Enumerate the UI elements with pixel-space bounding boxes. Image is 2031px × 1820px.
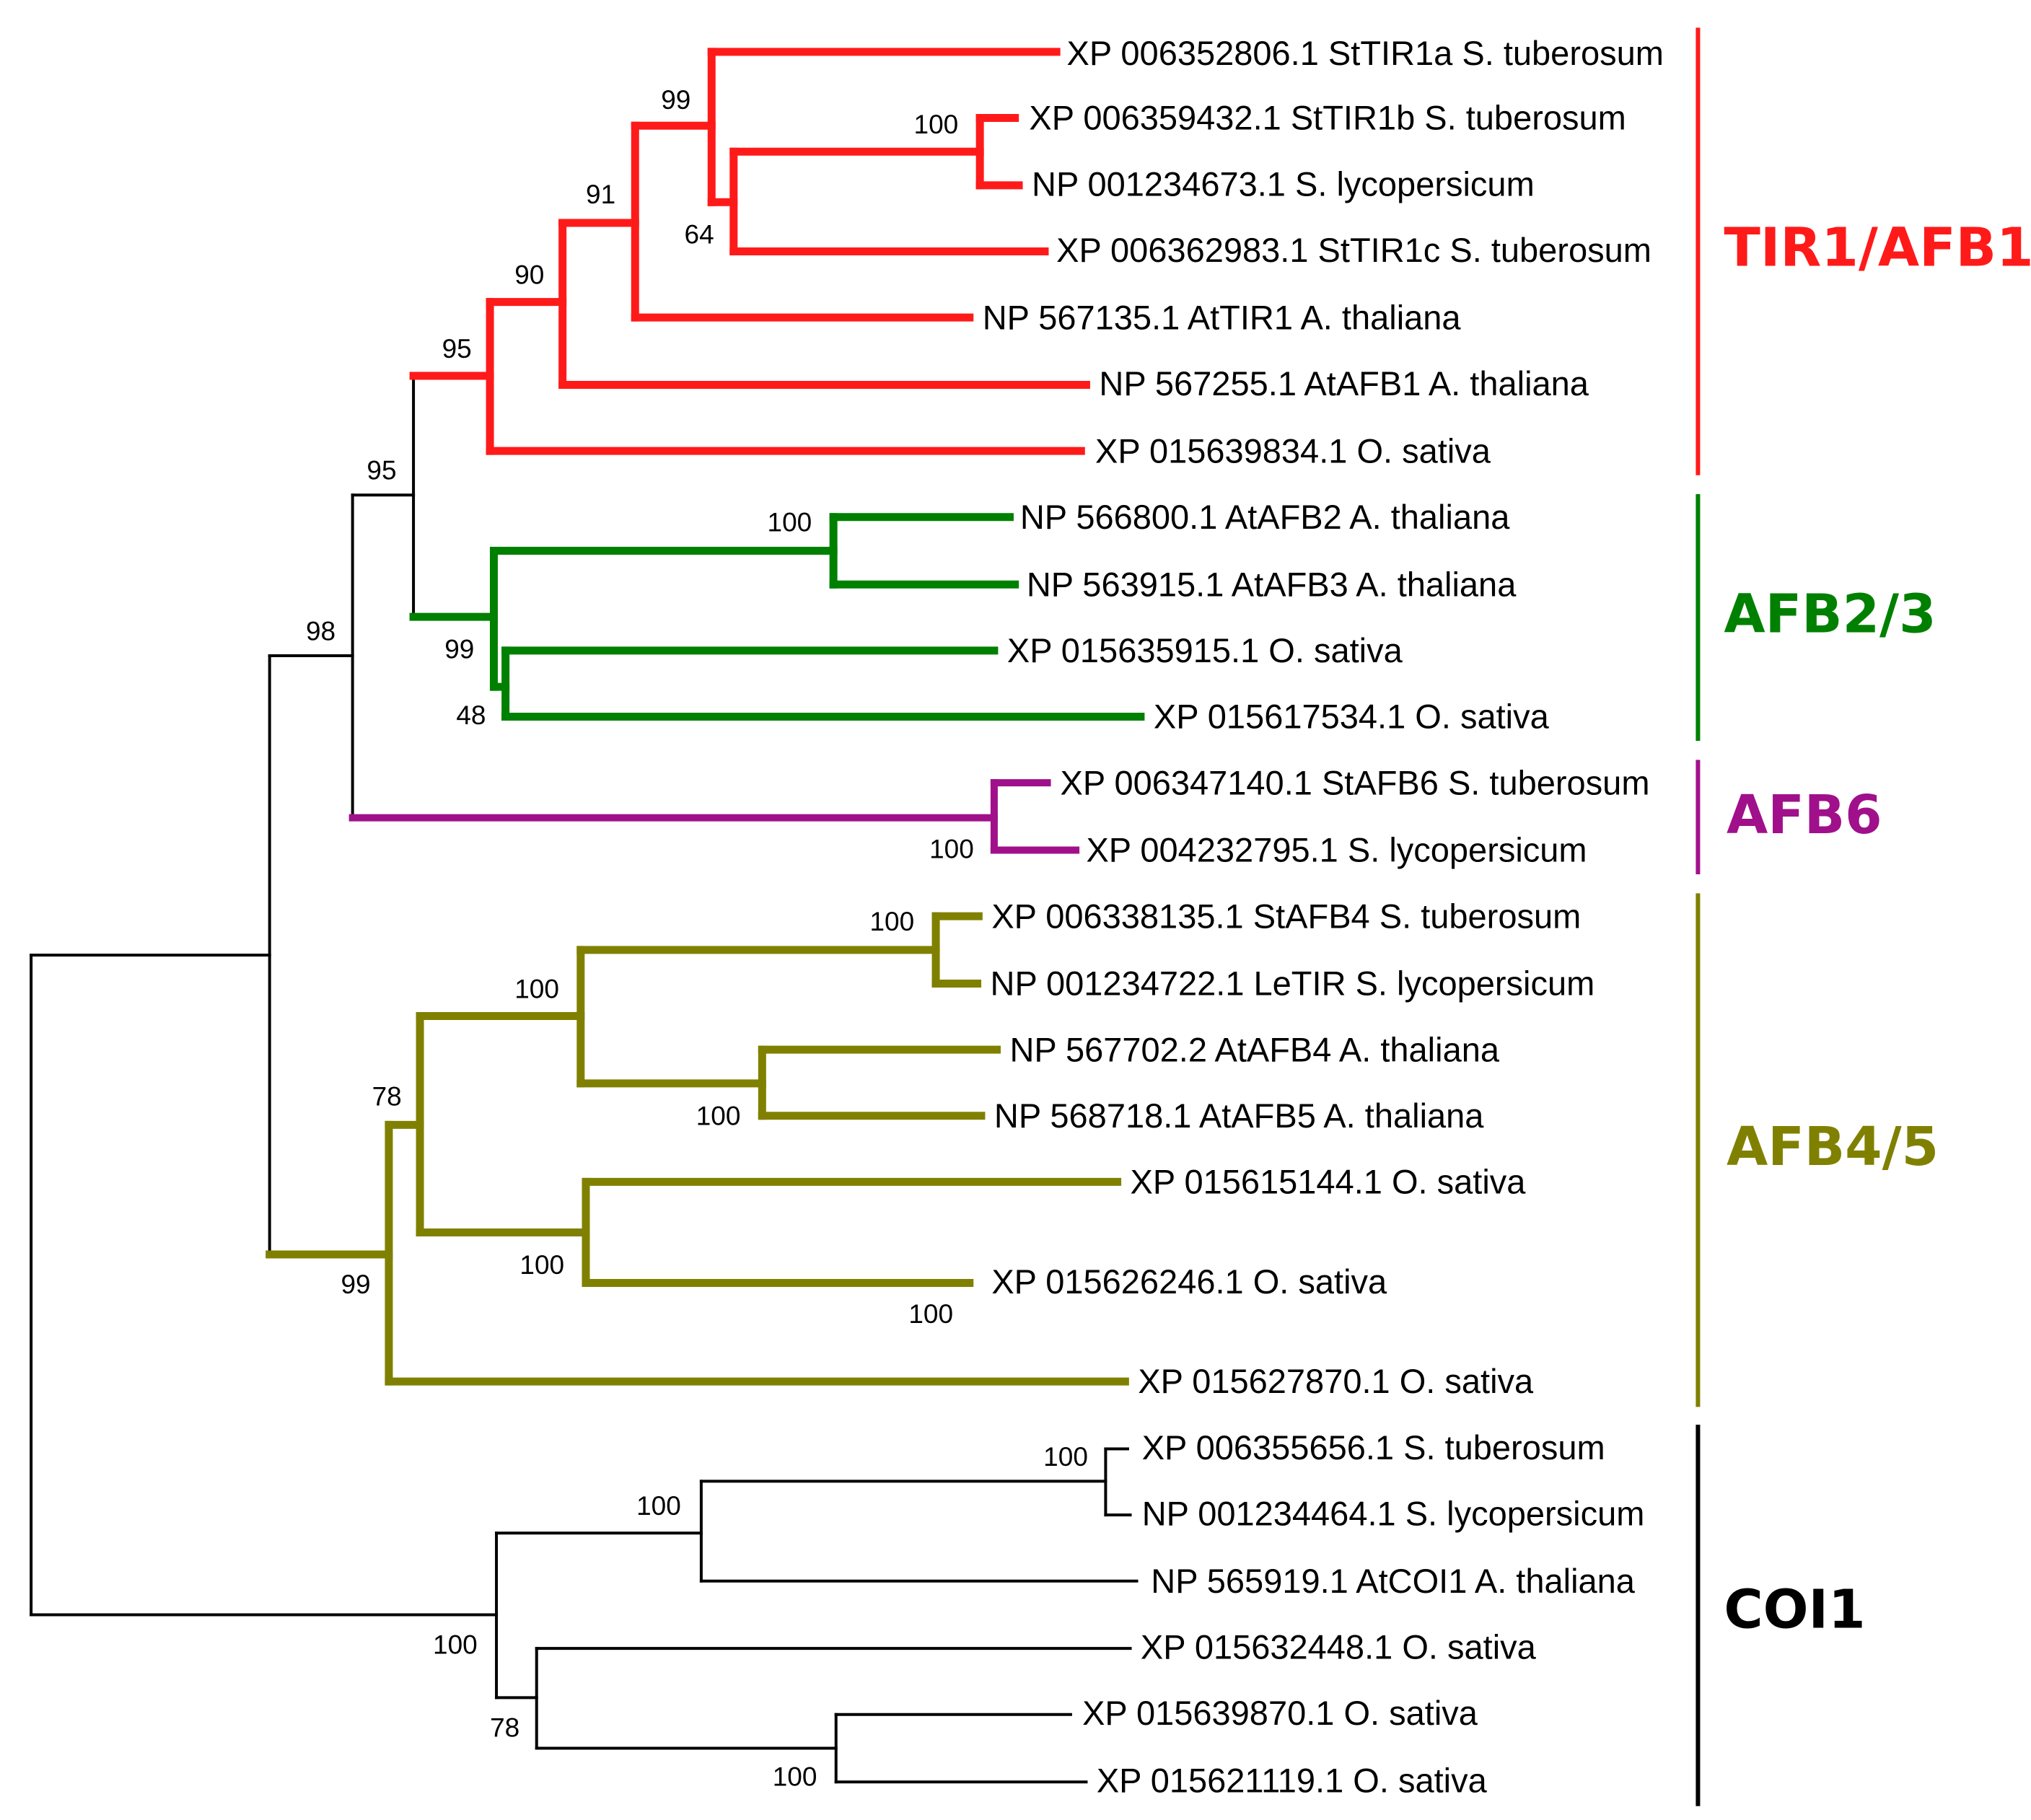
clade-label-afb2_3: AFB2/3	[1724, 584, 1936, 646]
leaf-label: XP 015635915.1 O. sativa	[1007, 631, 1403, 669]
bootstrap-value: 100	[908, 1299, 953, 1329]
leaf-label: XP 015632448.1 O. sativa	[1141, 1628, 1537, 1666]
bootstrap-value: 48	[456, 700, 486, 730]
bootstrap-value: 100	[929, 834, 974, 863]
leaf-label: NP 568718.1 AtAFB5 A. thaliana	[994, 1096, 1484, 1135]
bootstrap-value: 64	[685, 220, 714, 250]
leaf-label: NP 566800.1 AtAFB2 A. thaliana	[1020, 498, 1510, 536]
bootstrap-value: 78	[490, 1713, 519, 1742]
leaf-label: XP 006355656.1 S. tuberosum	[1142, 1428, 1605, 1467]
leaf-label: NP 567702.2 AtAFB4 A. thaliana	[1009, 1030, 1499, 1068]
leaf-label: XP 006359432.1 StTIR1b S. tuberosum	[1029, 99, 1626, 137]
leaf-label: XP 015617534.1 O. sativa	[1154, 698, 1550, 736]
bootstrap-value: 100	[869, 907, 914, 936]
leaf-label: XP 006347140.1 StAFB6 S. tuberosum	[1061, 763, 1650, 801]
tree-branches	[30, 48, 1145, 1784]
leaf-label: NP 563915.1 AtAFB3 A. thaliana	[1027, 565, 1517, 603]
bootstrap-value: 100	[519, 1250, 564, 1280]
bootstrap-value: 100	[696, 1101, 741, 1130]
leaf-label: NP 567255.1 AtAFB1 A. thaliana	[1099, 364, 1589, 403]
bootstrap-value: 95	[367, 456, 396, 485]
leaf-label: NP 001234673.1 S. lycopersicum	[1032, 164, 1535, 203]
leaf-label: XP 006338135.1 StAFB4 S. tuberosum	[991, 897, 1581, 935]
leaf-label: XP 006352806.1 StTIR1a S. tuberosum	[1067, 34, 1664, 72]
bootstrap-value: 99	[444, 635, 474, 664]
leaf-label: XP 004232795.1 S. lycopersicum	[1086, 831, 1587, 869]
bootstrap-value: 100	[433, 1630, 478, 1659]
leaf-label: NP 567135.1 AtTIR1 A. thaliana	[983, 298, 1462, 336]
leaf-label: XP 015615144.1 O. sativa	[1131, 1163, 1527, 1201]
bootstrap-value: 100	[636, 1491, 681, 1521]
leaf-labels: XP 006352806.1 StTIR1a S. tuberosum XP 00…	[983, 34, 1664, 1800]
leaf-label: XP 015621119.1 O. sativa	[1097, 1762, 1488, 1800]
bootstrap-value: 100	[514, 974, 559, 1003]
bootstrap-labels: 99 100 64 91 90 95 95 100 99 48 98 100 100 100 100 78 10…	[306, 85, 1088, 1792]
leaf-label: XP 015627870.1 O. sativa	[1138, 1362, 1534, 1400]
bootstrap-value: 100	[1043, 1442, 1088, 1472]
bootstrap-value: 98	[306, 616, 335, 646]
leaf-label: XP 006362983.1 StTIR1c S. tuberosum	[1056, 231, 1651, 269]
clade-label-tir1_afb1: TIR1/AFB1	[1724, 216, 2031, 278]
bootstrap-value: 78	[372, 1081, 402, 1111]
bootstrap-value: 100	[768, 508, 812, 537]
clade-label-coi1: COI1	[1724, 1578, 1865, 1640]
leaf-label: NP 001234722.1 LeTIR S. lycopersicum	[991, 964, 1595, 1003]
bootstrap-value: 99	[661, 85, 690, 115]
bootstrap-value: 91	[586, 180, 615, 209]
leaf-label: XP 015639834.1 O. sativa	[1095, 431, 1491, 470]
clade-label-afb4_5: AFB4/5	[1727, 1116, 1939, 1178]
clade-label-afb6: AFB6	[1727, 784, 1882, 846]
leaf-label: XP 015626246.1 O. sativa	[991, 1262, 1387, 1301]
bootstrap-value: 100	[773, 1762, 817, 1792]
leaf-label: XP 015639870.1 O. sativa	[1082, 1694, 1478, 1732]
bootstrap-value: 99	[341, 1270, 370, 1299]
bootstrap-value: 90	[514, 260, 544, 289]
clade-labels: TIR1/AFB1 AFB2/3 AFB6 AFB4/5 COI1	[1724, 216, 2031, 1640]
bootstrap-value: 100	[914, 110, 959, 139]
leaf-label: NP 001234464.1 S. lycopersicum	[1142, 1494, 1645, 1532]
leaf-label: NP 565919.1 AtCOI1 A. thaliana	[1151, 1562, 1636, 1600]
bootstrap-value: 95	[442, 334, 472, 364]
